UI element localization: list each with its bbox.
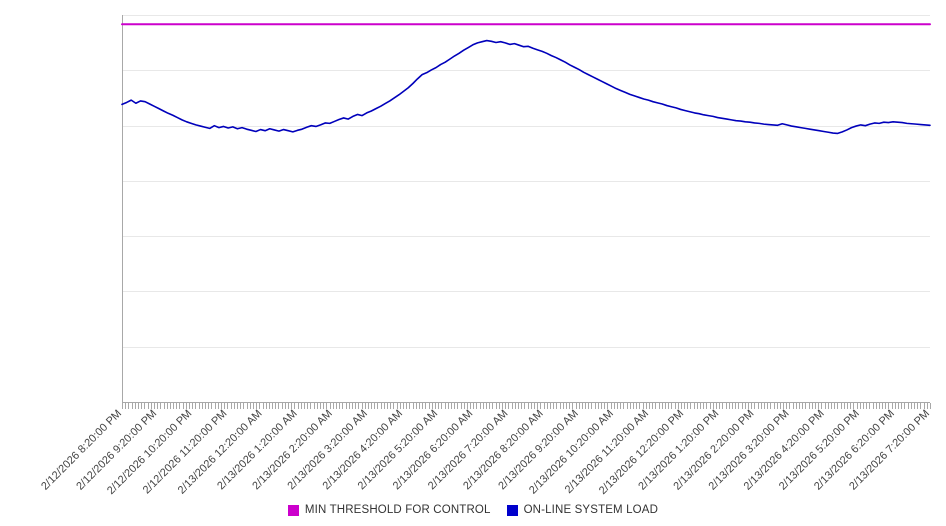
legend-item-min-threshold[interactable]: MIN THRESHOLD FOR CONTROL [287, 504, 491, 516]
x-axis-ticks [122, 403, 931, 409]
chart-legend: MIN THRESHOLD FOR CONTROL ON-LINE SYSTEM… [0, 500, 946, 520]
axis-lines [122, 15, 930, 403]
legend-swatch-min-threshold [287, 504, 299, 516]
legend-swatch-system-load [506, 504, 518, 516]
series-line-system-load [121, 39, 931, 135]
legend-label-system-load: ON-LINE SYSTEM LOAD [523, 504, 659, 516]
legend-label-min-threshold: MIN THRESHOLD FOR CONTROL [304, 504, 491, 516]
legend-item-system-load[interactable]: ON-LINE SYSTEM LOAD [506, 504, 659, 516]
series-layer [121, 23, 931, 135]
